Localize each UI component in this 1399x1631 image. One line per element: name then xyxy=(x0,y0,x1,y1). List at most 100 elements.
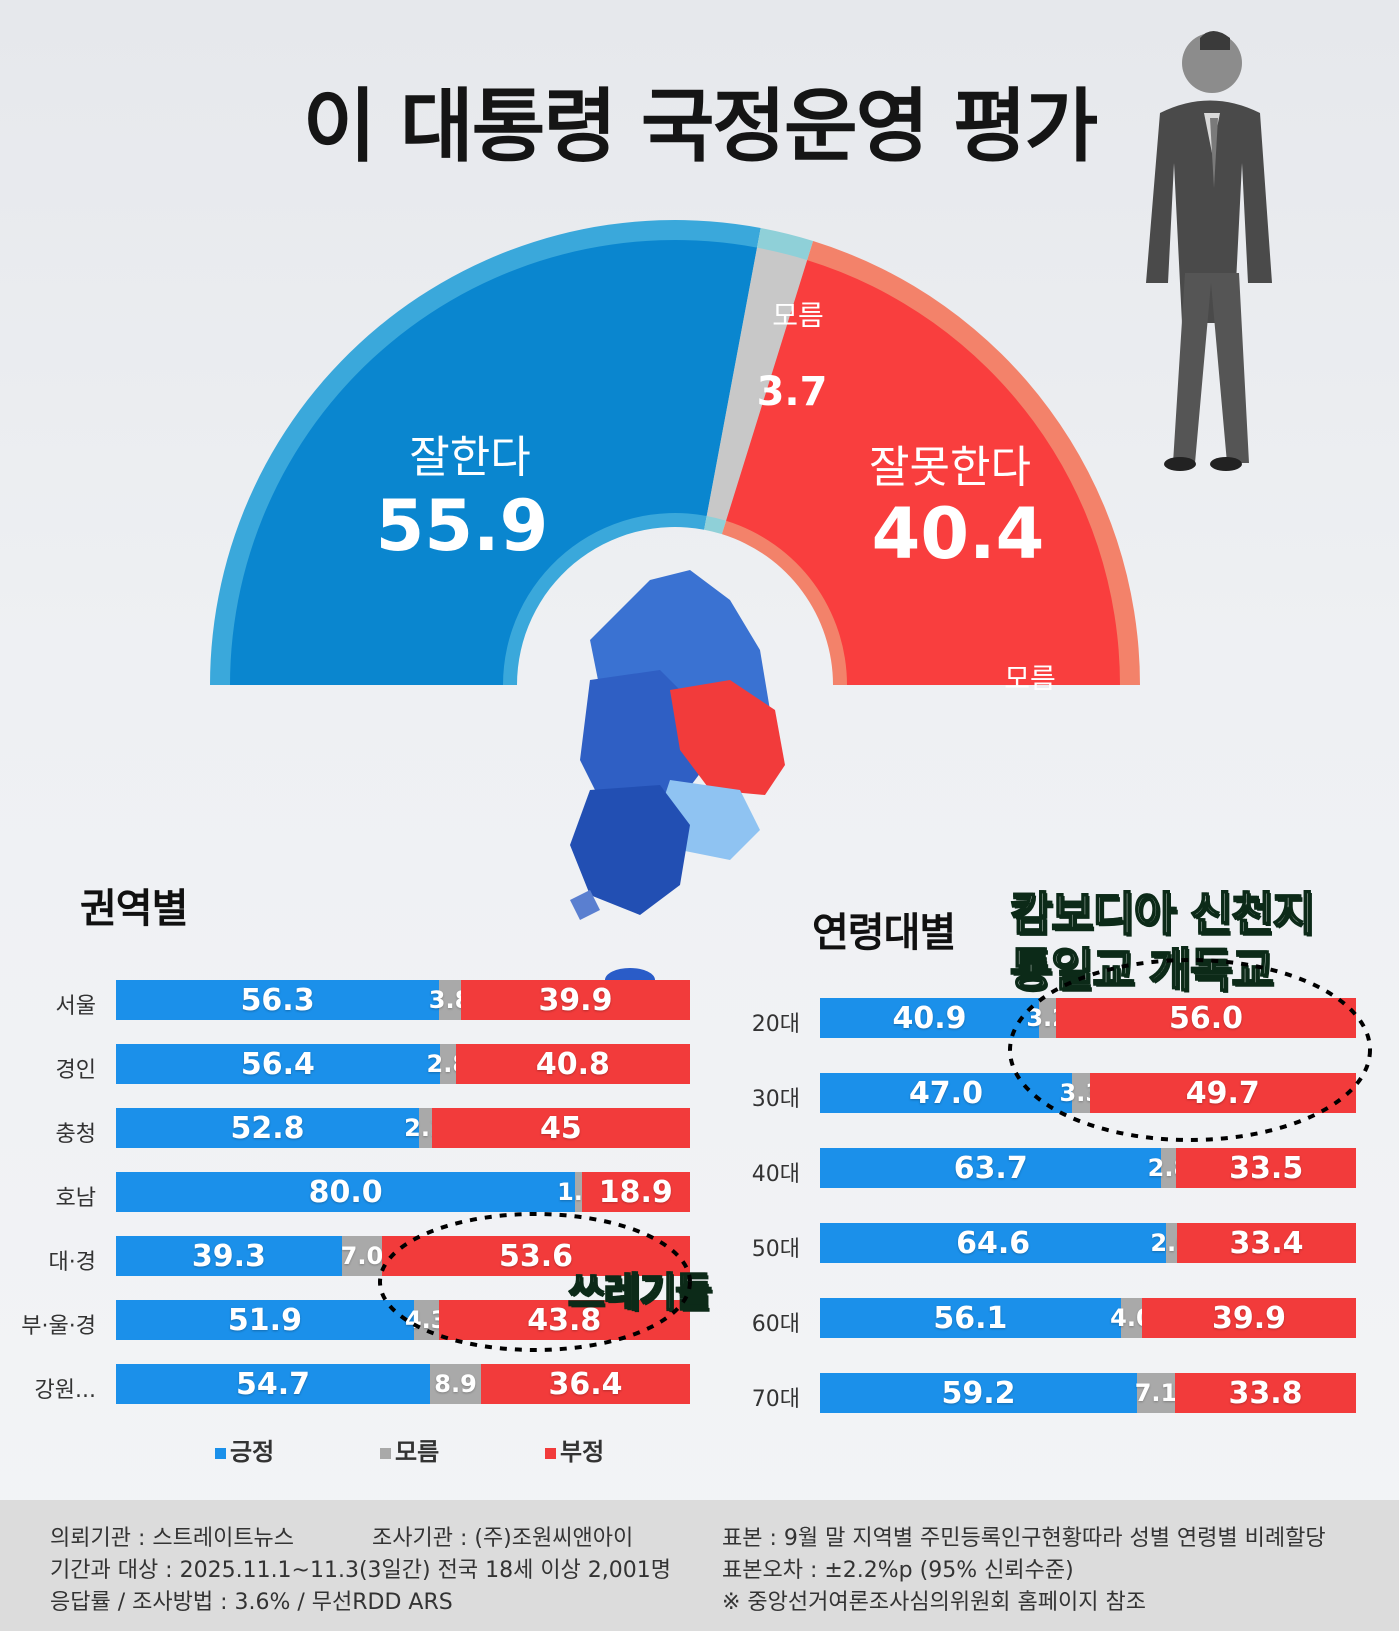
gauge-unknown-label: 모름 xyxy=(772,299,824,332)
bar-value-label: 40.9 xyxy=(892,1001,967,1036)
legend-positive: 긍정 xyxy=(215,1432,274,1467)
bar-value-label: 49.7 xyxy=(1185,1076,1260,1111)
stacked-bar: 52.8 2.2 45 xyxy=(116,1108,690,1148)
bar-segment-positive: 56.3 xyxy=(116,980,440,1020)
gauge-segment-unknown xyxy=(706,247,808,521)
age-section-title: 연령대별 xyxy=(812,910,956,956)
overlay-annotation-trash: 쓰레기들 xyxy=(567,1269,713,1317)
bar-segment-unknown: 7.0 xyxy=(340,1236,384,1276)
stacked-bar: 54.7 8.9 36.4 xyxy=(116,1364,690,1404)
overlay-annotation-line2: 통일교 개독교 xyxy=(1009,942,1275,998)
legend-unknown: 모름 xyxy=(380,1432,439,1467)
bar-segment-negative: 49.7 xyxy=(1089,1073,1356,1113)
bar-value-label: 39.9 xyxy=(538,983,613,1018)
korea-map xyxy=(570,570,785,992)
bar-value-label: 56.0 xyxy=(1169,1001,1244,1036)
legend-negative-swatch xyxy=(545,1447,556,1459)
bar-value-label: 56.4 xyxy=(240,1047,315,1082)
bar-segment-negative: 33.4 xyxy=(1176,1223,1356,1263)
bar-value-label: 33.5 xyxy=(1229,1151,1304,1186)
bar-value-label: 7.0 xyxy=(340,1242,384,1270)
stacked-bar: 40.9 3.2 56.0 xyxy=(820,998,1356,1038)
bar-value-label: 52.8 xyxy=(230,1111,305,1146)
gauge-segment-negative xyxy=(726,260,1120,685)
bar-category-label: 60대 xyxy=(751,1312,800,1337)
bar-row: 충청 52.8 2.2 45 xyxy=(0,1108,700,1148)
bar-category-label: 50대 xyxy=(751,1237,800,1262)
bar-value-label: 39.9 xyxy=(1212,1301,1287,1336)
approval-gauge: 잘한다 55.9 모름 3.7 잘못한다 40.4 모름 xyxy=(210,220,1140,695)
stacked-bar: 56.1 4.0 39.9 xyxy=(820,1298,1356,1338)
footer-agency: 조사기관 : (주)조원씨앤아이 xyxy=(372,1526,634,1551)
bar-value-label: 45 xyxy=(539,1111,582,1146)
bar-row: 60대 56.1 4.0 39.9 xyxy=(700,1298,1360,1338)
legend-positive-label: 긍정 xyxy=(230,1438,275,1466)
footer-sample: 표본 : 9월 말 지역별 주민등록인구현황따라 성별 연령별 비례할당 xyxy=(722,1526,1326,1551)
bar-segment-negative: 18.9 xyxy=(581,1172,690,1212)
bar-segment-positive: 51.9 xyxy=(116,1300,414,1340)
footer-method: 응답률 / 조사방법 : 3.6% / 무선RDD ARS xyxy=(50,1590,453,1615)
bar-category-label: 강원... xyxy=(34,1378,96,1403)
bar-segment-unknown: 4.0 xyxy=(1110,1298,1153,1338)
president-photo xyxy=(1146,31,1272,471)
stacked-bar: 80.0 1.1 18.9 xyxy=(116,1172,690,1212)
bar-category-label: 호남 xyxy=(55,1186,96,1211)
bar-row: 호남 80.0 1.1 18.9 xyxy=(0,1172,700,1212)
page-title: 이 대통령 국정운영 평가 xyxy=(302,80,1099,173)
gauge-unknown-value: 3.7 xyxy=(757,369,828,415)
bar-row: 30대 47.0 3.3 49.7 xyxy=(700,1073,1360,1113)
bar-value-label: 64.6 xyxy=(956,1226,1031,1261)
bar-segment-negative: 39.9 xyxy=(1142,1298,1356,1338)
overlay-annotation-line1: 캄보디아 신천지 xyxy=(1009,886,1316,942)
bar-segment-positive: 47.0 xyxy=(820,1073,1072,1113)
bar-value-label: 51.9 xyxy=(227,1303,302,1338)
bar-segment-unknown: 2.2 xyxy=(404,1108,447,1148)
bar-value-label: 63.7 xyxy=(953,1151,1028,1186)
bar-row: 경인 56.4 2.8 40.8 xyxy=(0,1044,700,1084)
age-bar-chart: 20대 40.9 3.2 56.0 30대 47.0 3.3 49.7 40대 63.7 2.8 33… xyxy=(700,998,1360,1438)
bar-row: 서울 56.3 3.8 39.9 xyxy=(0,980,700,1020)
bar-value-label: 7.1 xyxy=(1134,1379,1178,1407)
survey-footer: 의뢰기관 : 스트레이트뉴스 조사기관 : (주)조원씨앤아이 기간과 대상 :… xyxy=(0,1500,1399,1631)
bar-value-label: 40.8 xyxy=(535,1047,610,1082)
legend-unknown-swatch xyxy=(380,1447,391,1459)
bar-category-label: 20대 xyxy=(751,1012,800,1037)
bar-value-label: 18.9 xyxy=(598,1175,673,1210)
footer-error: 표본오차 : ±2.2%p (95% 신뢰수준) xyxy=(722,1558,1074,1583)
bar-value-label: 39.3 xyxy=(191,1239,266,1274)
bar-segment-unknown: 8.9 xyxy=(429,1364,482,1404)
bar-value-label: 56.1 xyxy=(933,1301,1008,1336)
legend-negative-label: 부정 xyxy=(560,1438,605,1466)
stacked-bar: 59.2 7.1 33.8 xyxy=(820,1373,1356,1413)
legend-positive-swatch xyxy=(215,1447,226,1459)
region-bar-chart: 서울 56.3 3.8 39.9 경인 56.4 2.8 40.8 충청 52.8 2.2 45 호남 8… xyxy=(0,980,700,1404)
bar-value-label: 33.4 xyxy=(1229,1226,1304,1261)
bar-value-label: 8.9 xyxy=(434,1370,477,1398)
bar-category-label: 경인 xyxy=(55,1058,96,1083)
footer-client: 의뢰기관 : 스트레이트뉴스 xyxy=(50,1526,295,1551)
bar-category-label: 대·경 xyxy=(48,1250,96,1275)
stacked-bar: 64.6 2.0 33.4 xyxy=(820,1223,1356,1263)
bar-segment-positive: 59.2 xyxy=(820,1373,1137,1413)
bar-row: 70대 59.2 7.1 33.8 xyxy=(700,1373,1360,1413)
bar-segment-positive: 56.1 xyxy=(820,1298,1121,1338)
bar-segment-negative: 33.8 xyxy=(1175,1373,1356,1413)
bar-segment-positive: 40.9 xyxy=(820,998,1039,1038)
bar-category-label: 부·울·경 xyxy=(21,1314,96,1339)
gauge-outer-unknown-label: 모름 xyxy=(1004,662,1056,695)
gauge-positive-value: 55.9 xyxy=(376,485,549,567)
bar-value-label: 54.7 xyxy=(235,1367,310,1402)
bar-row: 강원... 54.7 8.9 36.4 xyxy=(0,1364,700,1404)
bar-segment-positive: 52.8 xyxy=(116,1108,420,1148)
bar-segment-positive: 80.0 xyxy=(116,1172,576,1212)
gauge-negative-value: 40.4 xyxy=(872,493,1045,575)
gauge-segment-positive xyxy=(230,239,758,685)
bar-segment-unknown: 2.8 xyxy=(427,1044,469,1084)
bar-category-label: 30대 xyxy=(751,1087,800,1112)
bar-row: 40대 63.7 2.8 33.5 xyxy=(700,1148,1360,1188)
bar-category-label: 40대 xyxy=(751,1162,800,1187)
bar-category-label: 서울 xyxy=(55,994,96,1019)
bar-value-label: 59.2 xyxy=(941,1376,1016,1411)
legend-negative: 부정 xyxy=(545,1432,604,1467)
bar-segment-negative: 39.9 xyxy=(460,980,690,1020)
